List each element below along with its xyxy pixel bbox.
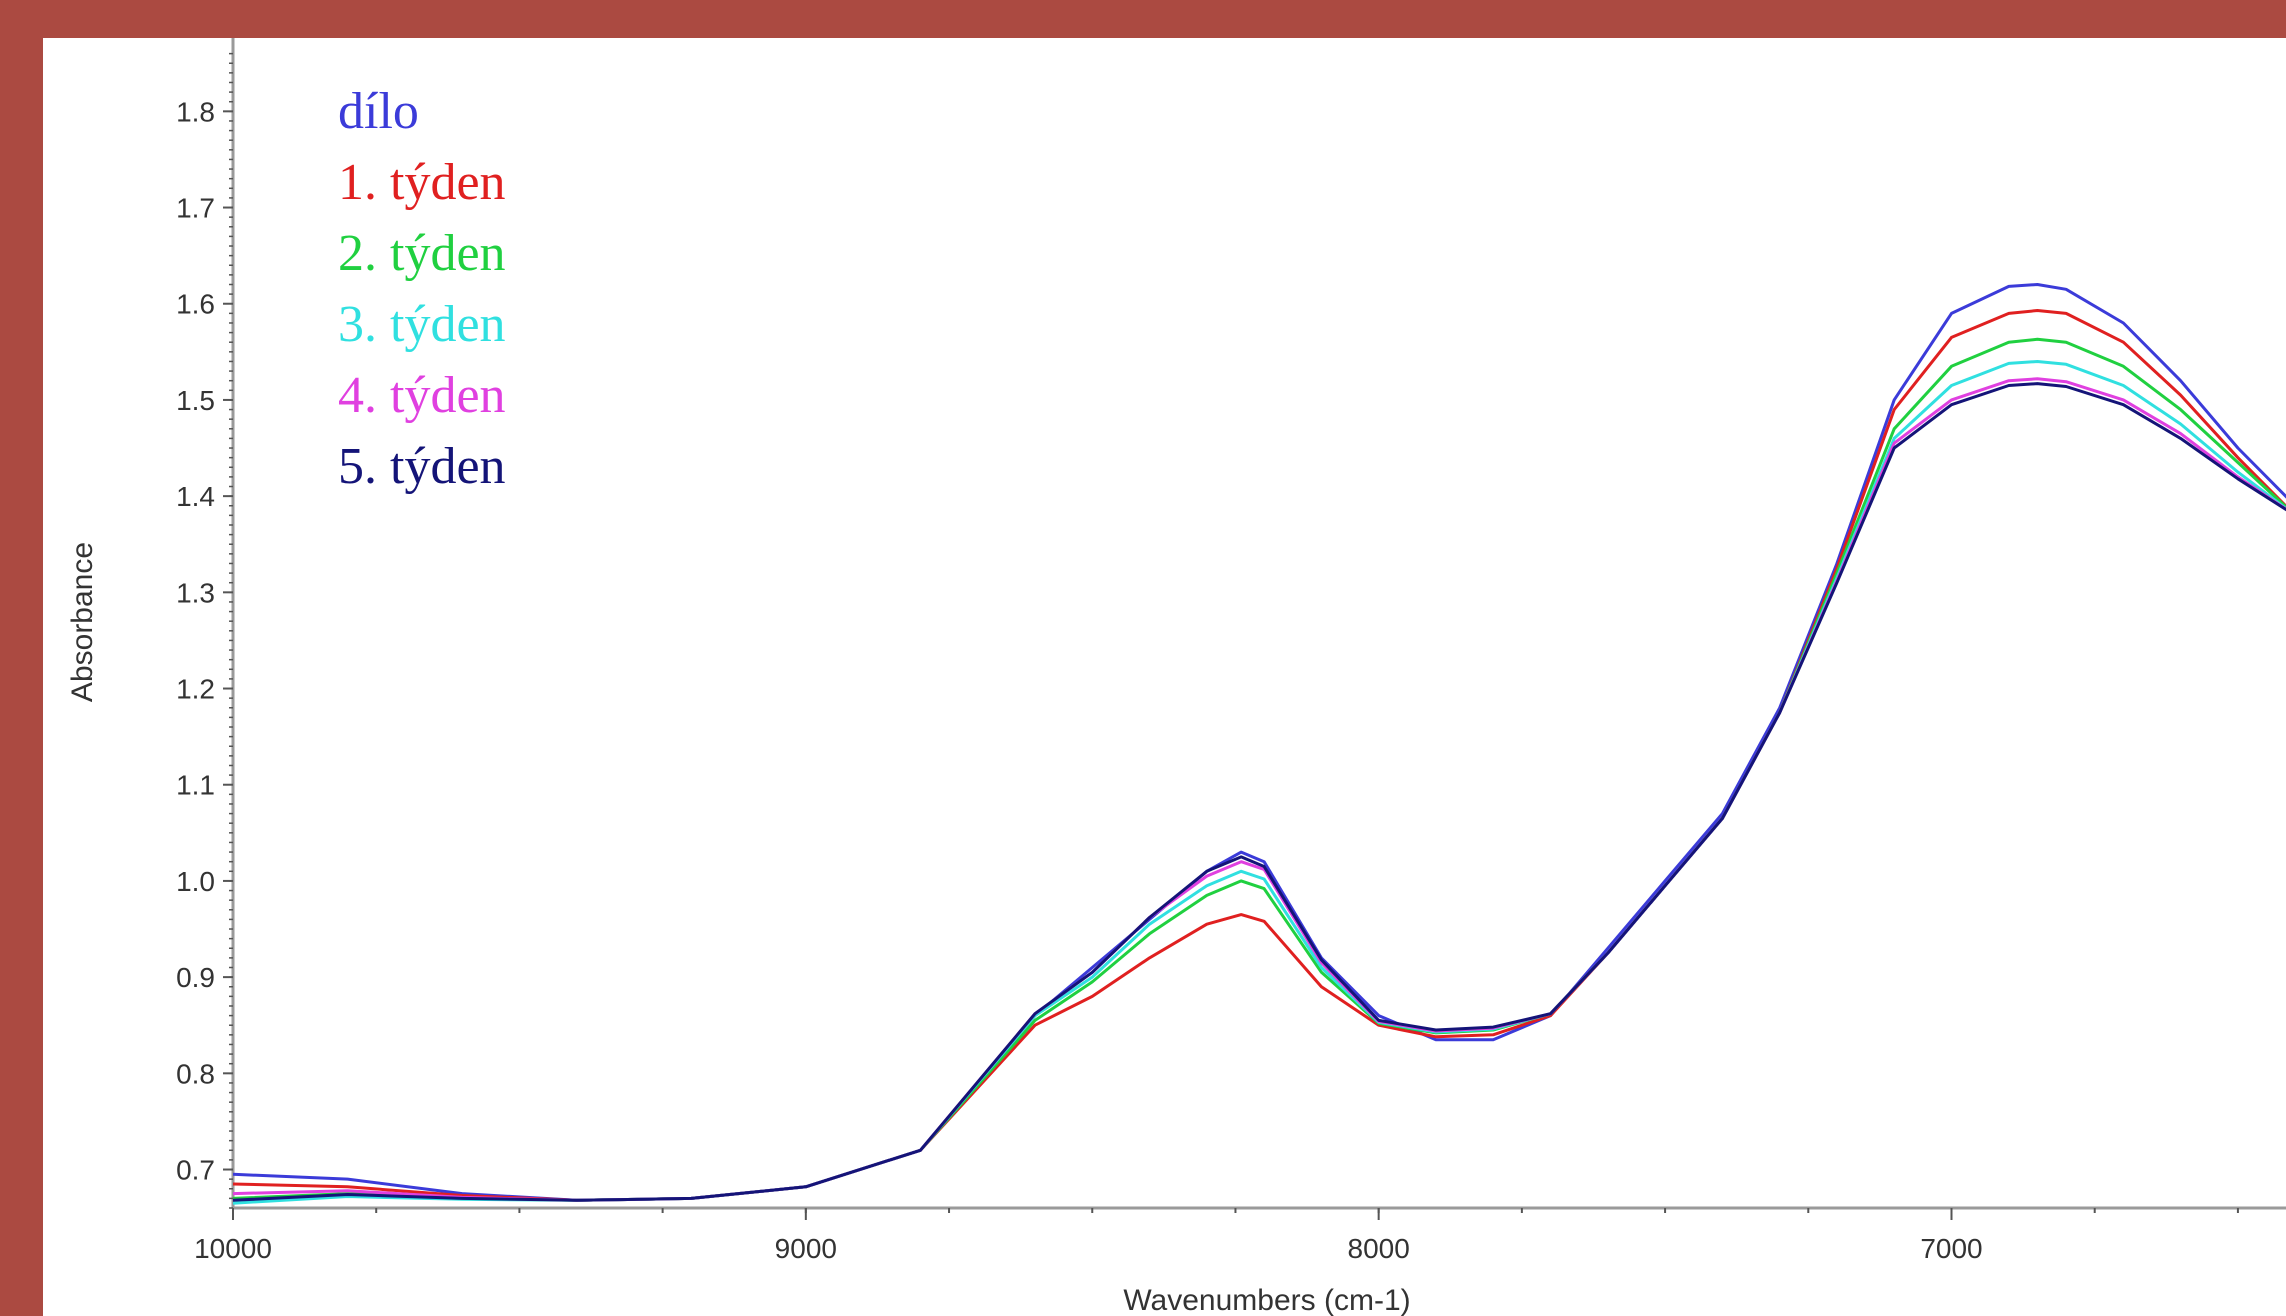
x-tick-label: 9000 [775,1233,837,1264]
plot-panel [43,38,2286,1316]
y-tick-label: 1.6 [176,289,215,320]
series-line-5 [233,377,2286,1202]
series-line-2 [233,309,2286,1202]
y-tick-label: 1.5 [176,385,215,416]
y-axis-title: Absorbance [66,542,99,702]
legend-entry-1: dílo [338,83,419,140]
y-tick-label: 1.0 [176,866,215,897]
y-tick-label: 1.4 [176,481,215,512]
y-tick-label: 0.9 [176,962,215,993]
x-tick-label: 10000 [194,1233,272,1264]
series-line-1 [233,283,2286,1202]
y-tick-label: 0.7 [176,1155,215,1186]
legend-entry-3: 2. týden [338,225,506,282]
y-tick-label: 1.8 [176,96,215,127]
legend-entry-6: 5. týden [338,438,506,495]
y-tick-label: 1.3 [176,577,215,608]
legend-entry-4: 3. týden [338,296,506,353]
y-tick-label: 1.1 [176,770,215,801]
legend: dílo 1. týden 2. týden 3. týden 4. týden 5. t… [338,83,506,495]
y-tick-label: 1.2 [176,674,215,705]
axes: 0.7 0.8 0.9 1.0 1.1 1.2 1.3 1.4 1.5 1.6 1.7 1.8 1000… [176,38,2286,1264]
series-line-3 [233,337,2286,1202]
x-axis-title: Wavenumbers (cm-1) [1123,1284,1410,1316]
y-tick-label: 0.8 [176,1058,215,1089]
x-tick-label: 8000 [1348,1233,1410,1264]
series-layer [233,283,2286,1205]
y-tick-label: 1.7 [176,193,215,224]
series-line-6 [233,382,2286,1202]
x-tick-label: 7000 [1920,1233,1982,1264]
series-line-4 [233,360,2286,1205]
legend-entry-2: 1. týden [338,154,506,211]
legend-entry-5: 4. týden [338,367,506,424]
